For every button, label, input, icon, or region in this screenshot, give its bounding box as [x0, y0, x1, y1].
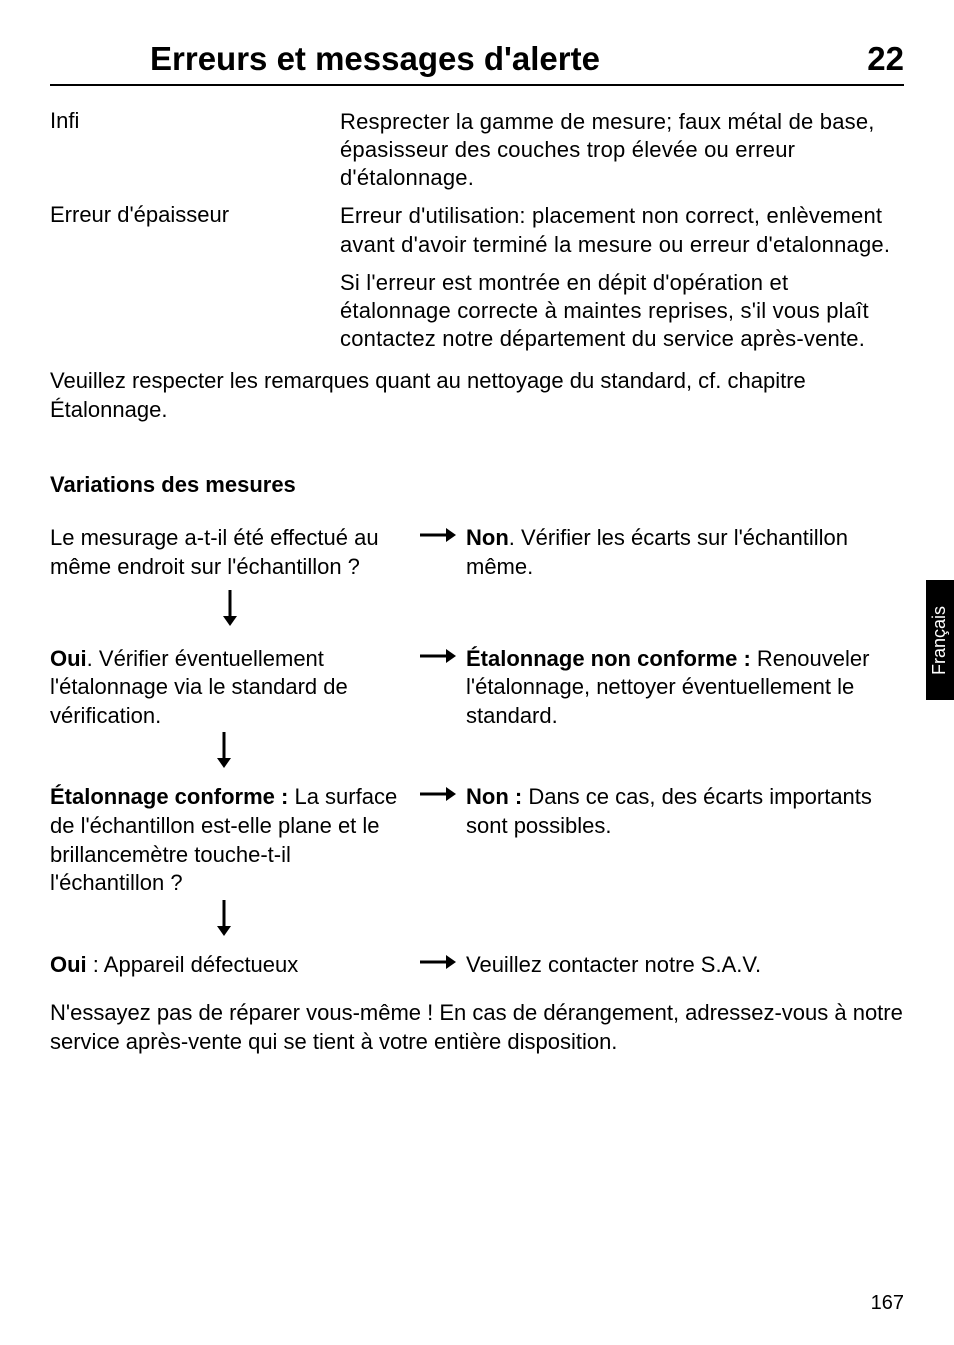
flow-right-rest: . Vérifier les écarts sur l'échantillon …: [466, 525, 848, 579]
flow-right-bold: Non :: [466, 784, 522, 809]
error-label: Erreur d'épaisseur: [50, 202, 340, 268]
flow-left-bold: Oui: [50, 646, 87, 671]
error-desc: Si l'erreur est montrée en dépit d'opéra…: [340, 269, 904, 363]
flow-right-bold: Non: [466, 525, 509, 550]
arrow-down-icon: [50, 582, 410, 645]
flow-right-text: Non : Dans ce cas, des écarts importants…: [466, 783, 904, 840]
error-label: [50, 269, 340, 363]
page-number: 167: [871, 1292, 904, 1315]
table-row: Erreur d'épaisseur Erreur d'utilisation:…: [50, 202, 904, 268]
header-title: Erreurs et messages d'alerte: [50, 40, 600, 78]
flow-left-rest: . Vérifier éventuellement l'étalonnage v…: [50, 646, 348, 728]
error-desc: Erreur d'utilisation: placement non corr…: [340, 202, 904, 268]
error-table: Infi Resprecter la gamme de mesure; faux…: [50, 108, 904, 363]
flow-step-1: Le mesurage a-t-il été effectué au même …: [50, 524, 904, 581]
flow-left-text: Étalonnage conforme : La surface de l'éc…: [50, 783, 410, 897]
arrow-right-icon: [420, 645, 456, 665]
flow-step-2: Oui. Vérifier éventuellement l'étalonnag…: [50, 645, 904, 731]
arrow-right-icon: [420, 951, 456, 971]
page-header: Erreurs et messages d'alerte 22: [50, 40, 904, 86]
section-heading: Variations des mesures: [50, 472, 904, 498]
table-row: Infi Resprecter la gamme de mesure; faux…: [50, 108, 904, 202]
cleaning-note: Veuillez respecter les remarques quant a…: [50, 367, 904, 424]
table-row: Si l'erreur est montrée en dépit d'opéra…: [50, 269, 904, 363]
flow-left-text: Oui. Vérifier éventuellement l'étalonnag…: [50, 645, 410, 731]
flow-step-4: Oui : Appareil défectueux Veuillez conta…: [50, 951, 904, 980]
flow-left-text: Le mesurage a-t-il été effectué au même …: [50, 524, 410, 581]
flow-left-rest: : Appareil défectueux: [87, 952, 299, 977]
flow-right-rest: Dans ce cas, des écarts importants sont …: [466, 784, 872, 838]
flow-right-bold: Étalonnage non conforme :: [466, 646, 751, 671]
language-tab: Français: [926, 580, 954, 700]
arrow-right-icon: [420, 524, 456, 544]
flow-right-text: Étalonnage non conforme : Renouveler l'é…: [466, 645, 904, 731]
flow-left-bold: Oui: [50, 952, 87, 977]
bottom-note: N'essayez pas de réparer vous-même ! En …: [50, 999, 904, 1056]
language-tab-label: Français: [930, 605, 951, 674]
header-number: 22: [867, 40, 904, 78]
flow-left-bold: Étalonnage conforme :: [50, 784, 288, 809]
flow-right-text: Non. Vérifier les écarts sur l'échantill…: [466, 524, 904, 581]
flow-left-text: Oui : Appareil défectueux: [50, 951, 410, 980]
arrow-down-icon: [50, 730, 410, 783]
arrow-right-icon: [420, 783, 456, 803]
error-label: Infi: [50, 108, 340, 202]
arrow-down-icon: [50, 898, 410, 951]
flow-right-text: Veuillez contacter notre S.A.V.: [466, 951, 904, 980]
error-desc: Resprecter la gamme de mesure; faux méta…: [340, 108, 904, 202]
flow-step-3: Étalonnage conforme : La surface de l'éc…: [50, 783, 904, 897]
